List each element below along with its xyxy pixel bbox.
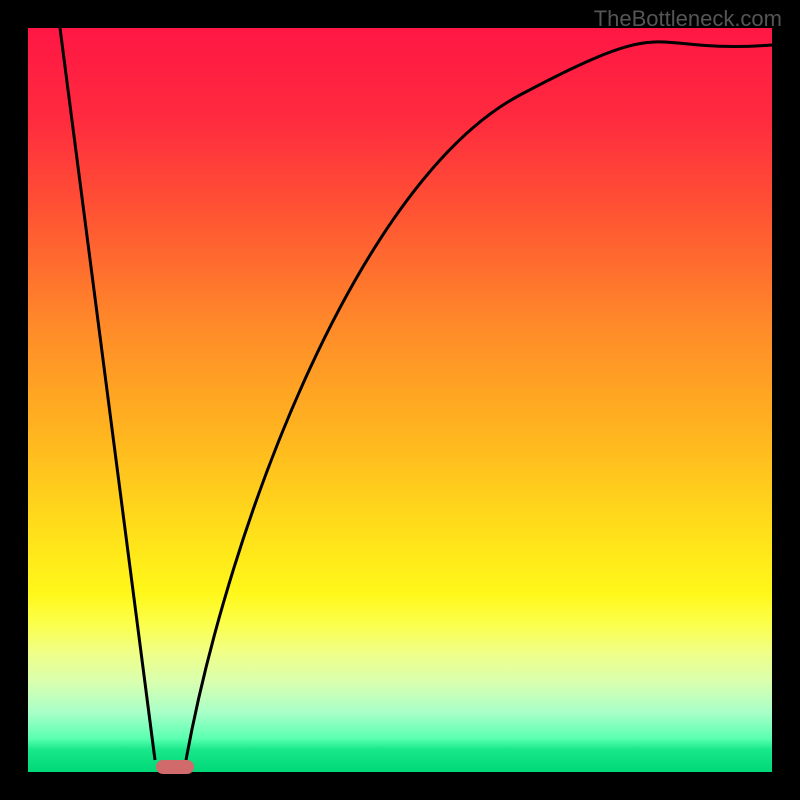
chart-svg (0, 0, 800, 800)
bottleneck-marker (156, 760, 194, 774)
watermark-text: TheBottleneck.com (594, 6, 782, 32)
chart-container: TheBottleneck.com (0, 0, 800, 800)
gradient-plot-area (28, 28, 772, 772)
